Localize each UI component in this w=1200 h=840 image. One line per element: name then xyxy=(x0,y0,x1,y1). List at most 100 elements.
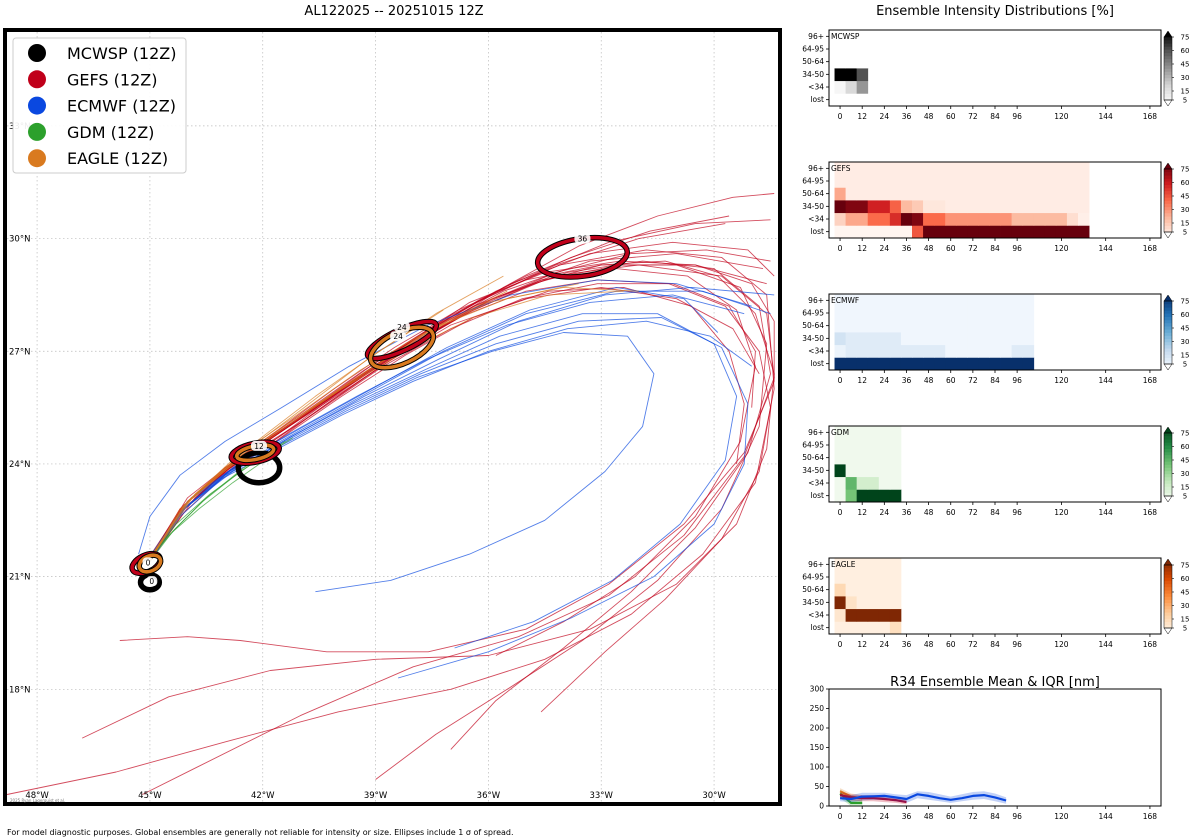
heatmap-x-tick-label: 84 xyxy=(990,112,1000,121)
heatmap-cell xyxy=(889,608,902,622)
heatmap-x-tick-label: 84 xyxy=(990,244,1000,253)
heatmap-x-tick-label: 36 xyxy=(902,376,912,385)
heatmap-cell xyxy=(889,476,902,490)
r34-y-tick-label: 250 xyxy=(810,704,825,713)
colorbar-max-arrow xyxy=(1163,162,1173,170)
colorbar-max-arrow xyxy=(1163,558,1173,566)
heatmap-cell xyxy=(989,174,1001,188)
heatmap-row-label: <34 xyxy=(808,215,824,224)
heatmap-row-label: 64-95 xyxy=(802,177,824,186)
heatmap-cell xyxy=(967,174,979,188)
colorbar-segment xyxy=(1164,326,1172,330)
heatmap-cell xyxy=(978,294,990,308)
colorbar-segment xyxy=(1164,222,1172,226)
colorbar-segment xyxy=(1164,209,1172,214)
heatmap-cell xyxy=(1000,187,1012,201)
heatmap-row-label: <34 xyxy=(808,83,824,92)
heatmap-cell xyxy=(934,306,946,320)
colorbar-segment xyxy=(1164,203,1172,208)
heatmap-cell xyxy=(1000,162,1012,176)
map-lat-tick: 27°N xyxy=(9,347,30,357)
heatmap-cell xyxy=(956,174,968,188)
heatmap-row-label: 50-64 xyxy=(802,57,824,66)
colorbar-tick-label: 30 xyxy=(1181,74,1190,82)
colorbar-segment xyxy=(1164,341,1172,346)
heatmap-cell xyxy=(978,174,990,188)
heatmap-cell xyxy=(856,187,869,201)
legend-label: GDM (12Z) xyxy=(67,123,154,142)
heatmap-cell xyxy=(856,162,869,176)
heatmap-cell xyxy=(845,344,858,358)
hour-label-bg xyxy=(142,557,154,568)
heatmap-cell xyxy=(834,344,846,358)
colorbar-segment xyxy=(1164,458,1172,462)
colorbar-tick-label: 15 xyxy=(1181,220,1190,228)
colorbar-segment xyxy=(1164,323,1172,327)
heatmap-cell xyxy=(856,451,869,465)
heatmap-cell xyxy=(878,621,891,635)
colorbar-tick-label: 75 xyxy=(1181,298,1190,306)
colorbar-segment xyxy=(1164,181,1172,186)
heatmap-cell xyxy=(889,162,902,176)
colorbar-segment xyxy=(1164,178,1172,182)
colorbar-segment xyxy=(1164,219,1172,223)
heatmap-row-label: lost xyxy=(810,95,824,104)
heatmap-cell xyxy=(1033,200,1046,214)
heatmap-x-tick-label: 72 xyxy=(968,640,978,649)
heatmap-cell xyxy=(1022,187,1035,201)
heatmap-cell xyxy=(867,357,880,371)
mcwsp-ellipse-outline-0h xyxy=(137,572,163,593)
heatmap-cell xyxy=(845,558,858,572)
heatmap-cell xyxy=(834,42,846,56)
heatmap-cell xyxy=(945,200,957,214)
colorbar-segment xyxy=(1164,599,1172,604)
heatmap-cell xyxy=(845,621,858,635)
heatmap-cell xyxy=(878,162,891,176)
heatmap-cell xyxy=(878,294,891,308)
colorbar-segment xyxy=(1164,621,1172,626)
heatmap-cell xyxy=(856,570,869,584)
colorbar-segment xyxy=(1164,329,1172,333)
colorbar-segment xyxy=(1164,574,1172,578)
heatmap-cell xyxy=(878,212,891,226)
heatmap-cell xyxy=(1000,306,1012,320)
heatmap-cell xyxy=(1055,162,1068,176)
heatmap-row-label: 96+ xyxy=(808,32,824,41)
heatmap-x-tick-label: 48 xyxy=(924,508,934,517)
colorbar-tick-label: 45 xyxy=(1181,589,1190,597)
heatmap-cell xyxy=(923,319,935,333)
colorbar-segment xyxy=(1164,577,1172,582)
heatmap-cell xyxy=(978,319,990,333)
heatmap-cell xyxy=(1011,225,1024,239)
colorbar-segment xyxy=(1164,304,1172,308)
heatmap-cell xyxy=(1011,357,1024,371)
hour-label: 0 xyxy=(149,577,154,586)
r34-x-tick-label: 72 xyxy=(968,812,978,821)
heatmap-cell xyxy=(845,332,858,346)
heatmap-cell xyxy=(834,476,846,490)
colorbar-segment xyxy=(1164,467,1172,472)
heatmap-cell xyxy=(834,357,846,371)
heatmap-x-tick-label: 120 xyxy=(1054,640,1069,649)
heatmap-cell xyxy=(856,225,869,239)
heatmap-cell xyxy=(956,344,968,358)
heatmap-cell xyxy=(867,294,880,308)
heatmap-cell xyxy=(900,174,913,188)
heatmap-cell xyxy=(1078,212,1090,226)
heatmap-cell xyxy=(867,162,880,176)
ecmwf-member-track xyxy=(149,294,745,559)
heatmap-x-tick-label: 0 xyxy=(838,640,843,649)
heatmap-cell xyxy=(889,464,902,478)
heatmap-row-label: lost xyxy=(810,359,824,368)
heatmap-cell xyxy=(834,200,846,214)
heatmap-x-tick-label: 0 xyxy=(838,376,843,385)
map-lat-tick: 21°N xyxy=(9,573,30,583)
heatmap-cell xyxy=(878,426,891,440)
heatmap-cell xyxy=(856,93,869,107)
heatmap-cell xyxy=(989,332,1001,346)
heatmap-cell xyxy=(856,558,869,572)
heatmap-cell xyxy=(845,476,858,490)
gdm-heatmap: GDM lost <34 34-50 50-64 64-95 96+ 0 12 24 36 48 60 7… xyxy=(802,425,1189,517)
heatmap-cell xyxy=(834,68,846,82)
